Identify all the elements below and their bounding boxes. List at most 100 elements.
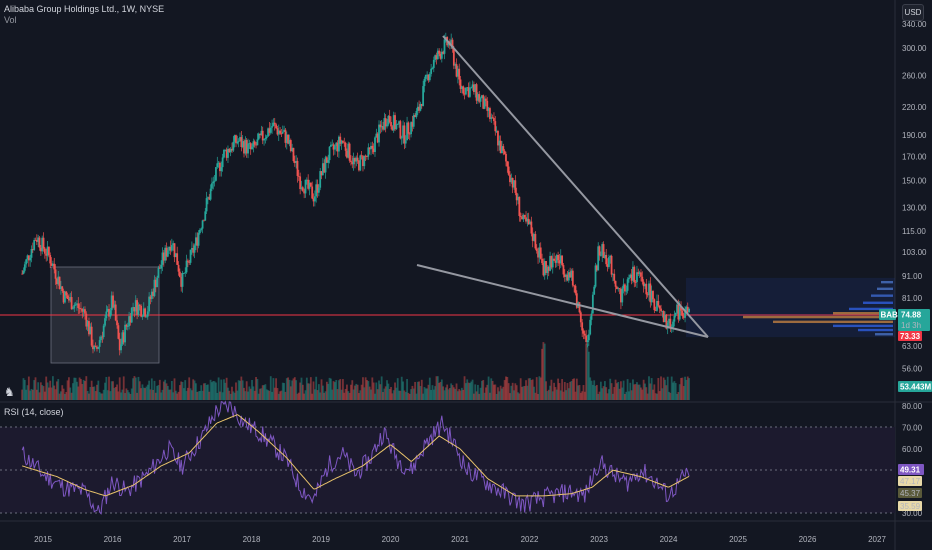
volume-bar bbox=[203, 383, 205, 400]
candle-body bbox=[669, 318, 672, 329]
volume-bar bbox=[490, 378, 493, 400]
support-trendline[interactable] bbox=[416, 264, 709, 338]
volume-bar bbox=[259, 388, 261, 400]
candle-body bbox=[609, 255, 612, 258]
candle-body bbox=[404, 140, 407, 144]
volume-bar bbox=[39, 382, 42, 400]
volume-bar bbox=[208, 391, 211, 400]
volume-bar bbox=[533, 386, 535, 400]
volume-bar bbox=[597, 393, 600, 400]
volume-bar bbox=[126, 390, 129, 400]
volume-value-label: 53.443M bbox=[898, 381, 932, 392]
candle-body bbox=[487, 108, 490, 111]
volume-bar bbox=[37, 382, 40, 400]
volume-bar bbox=[204, 383, 207, 400]
descending-trendline[interactable] bbox=[442, 35, 709, 338]
volume-bar bbox=[646, 393, 649, 400]
volume-bar bbox=[268, 390, 271, 400]
volume-bar bbox=[438, 382, 441, 400]
volume-bar bbox=[478, 393, 481, 400]
volume-bar bbox=[399, 390, 402, 400]
volume-bar bbox=[579, 392, 582, 400]
candle-body bbox=[519, 215, 522, 217]
candle-body bbox=[665, 314, 668, 329]
candle-body bbox=[616, 286, 618, 290]
volume-bar bbox=[626, 379, 629, 400]
volume-bar bbox=[641, 389, 644, 400]
volume-bar bbox=[30, 388, 33, 400]
volume-bar bbox=[638, 384, 641, 400]
candle-body bbox=[126, 326, 129, 328]
volume-bar bbox=[125, 388, 128, 400]
time-axis[interactable]: 2015 2016 2017 2018 2019 2020 2021 2022 2023 2024… bbox=[34, 535, 886, 544]
volume-bar bbox=[677, 392, 680, 400]
candle-body bbox=[625, 290, 628, 292]
candle-body bbox=[27, 255, 30, 261]
volume-bar bbox=[200, 385, 203, 400]
candle-body bbox=[636, 272, 638, 283]
volume-bar bbox=[321, 385, 324, 400]
candle-body bbox=[277, 130, 280, 135]
volume-bar bbox=[427, 384, 430, 400]
volume-bar bbox=[517, 392, 519, 400]
candle-body bbox=[507, 166, 510, 175]
candle-body bbox=[407, 122, 410, 134]
volume-bar bbox=[423, 387, 426, 400]
candle-body bbox=[617, 288, 620, 290]
volume-bar bbox=[585, 344, 588, 400]
candle-body bbox=[562, 265, 565, 275]
volume-bar bbox=[591, 384, 594, 400]
price-tick: 190.00 bbox=[902, 131, 927, 140]
volume-bar bbox=[94, 391, 97, 400]
volume-bar bbox=[661, 388, 664, 400]
candle-body bbox=[243, 141, 245, 154]
candle-body bbox=[350, 160, 352, 162]
candle-body bbox=[428, 73, 431, 81]
candle-body bbox=[456, 68, 459, 77]
candle-body bbox=[632, 266, 634, 281]
candle-body bbox=[521, 216, 523, 220]
candle-body bbox=[158, 267, 161, 269]
candle-body bbox=[505, 153, 507, 162]
candle-body bbox=[403, 125, 406, 144]
volume-bar bbox=[189, 388, 192, 400]
volume-bar bbox=[505, 376, 507, 400]
volume-bar bbox=[439, 381, 442, 400]
volume-bar bbox=[529, 378, 531, 400]
candle-body bbox=[491, 117, 494, 119]
candle-body bbox=[482, 95, 485, 109]
candle-body bbox=[463, 93, 466, 95]
volume-bar bbox=[114, 386, 117, 400]
volume-bar bbox=[475, 391, 478, 400]
candle-body bbox=[554, 260, 557, 263]
volume-bar bbox=[221, 392, 224, 400]
candle-body bbox=[217, 162, 220, 164]
currency-button[interactable]: USD bbox=[902, 4, 924, 21]
tradingview-logo-icon[interactable]: ♞ bbox=[4, 385, 15, 399]
candle-body bbox=[240, 137, 243, 148]
volume-bar bbox=[284, 391, 287, 400]
volume-bar bbox=[185, 390, 188, 400]
candles bbox=[21, 32, 690, 356]
volume-bar bbox=[650, 378, 653, 400]
volume-bar bbox=[315, 376, 318, 400]
volume-bar bbox=[29, 390, 32, 400]
candle-body bbox=[523, 214, 526, 218]
candle-body bbox=[607, 257, 610, 267]
volume-bar bbox=[546, 391, 549, 400]
volume-bar bbox=[589, 377, 592, 400]
price-tick: 260.00 bbox=[902, 71, 927, 80]
candle-body bbox=[598, 246, 601, 256]
volume-value-text: 53.443M bbox=[900, 383, 931, 392]
volume-bar bbox=[613, 387, 616, 400]
volume-bar bbox=[49, 380, 52, 400]
candle-body bbox=[253, 141, 256, 145]
volume-bar bbox=[351, 380, 354, 400]
volume-bar bbox=[241, 380, 244, 400]
candle-body bbox=[628, 277, 630, 280]
volume-bar bbox=[368, 386, 371, 400]
price-axis[interactable]: 340.00 300.00 260.00 220.00 190.00 170.00 150.… bbox=[902, 20, 927, 373]
volume-bar bbox=[42, 386, 45, 400]
